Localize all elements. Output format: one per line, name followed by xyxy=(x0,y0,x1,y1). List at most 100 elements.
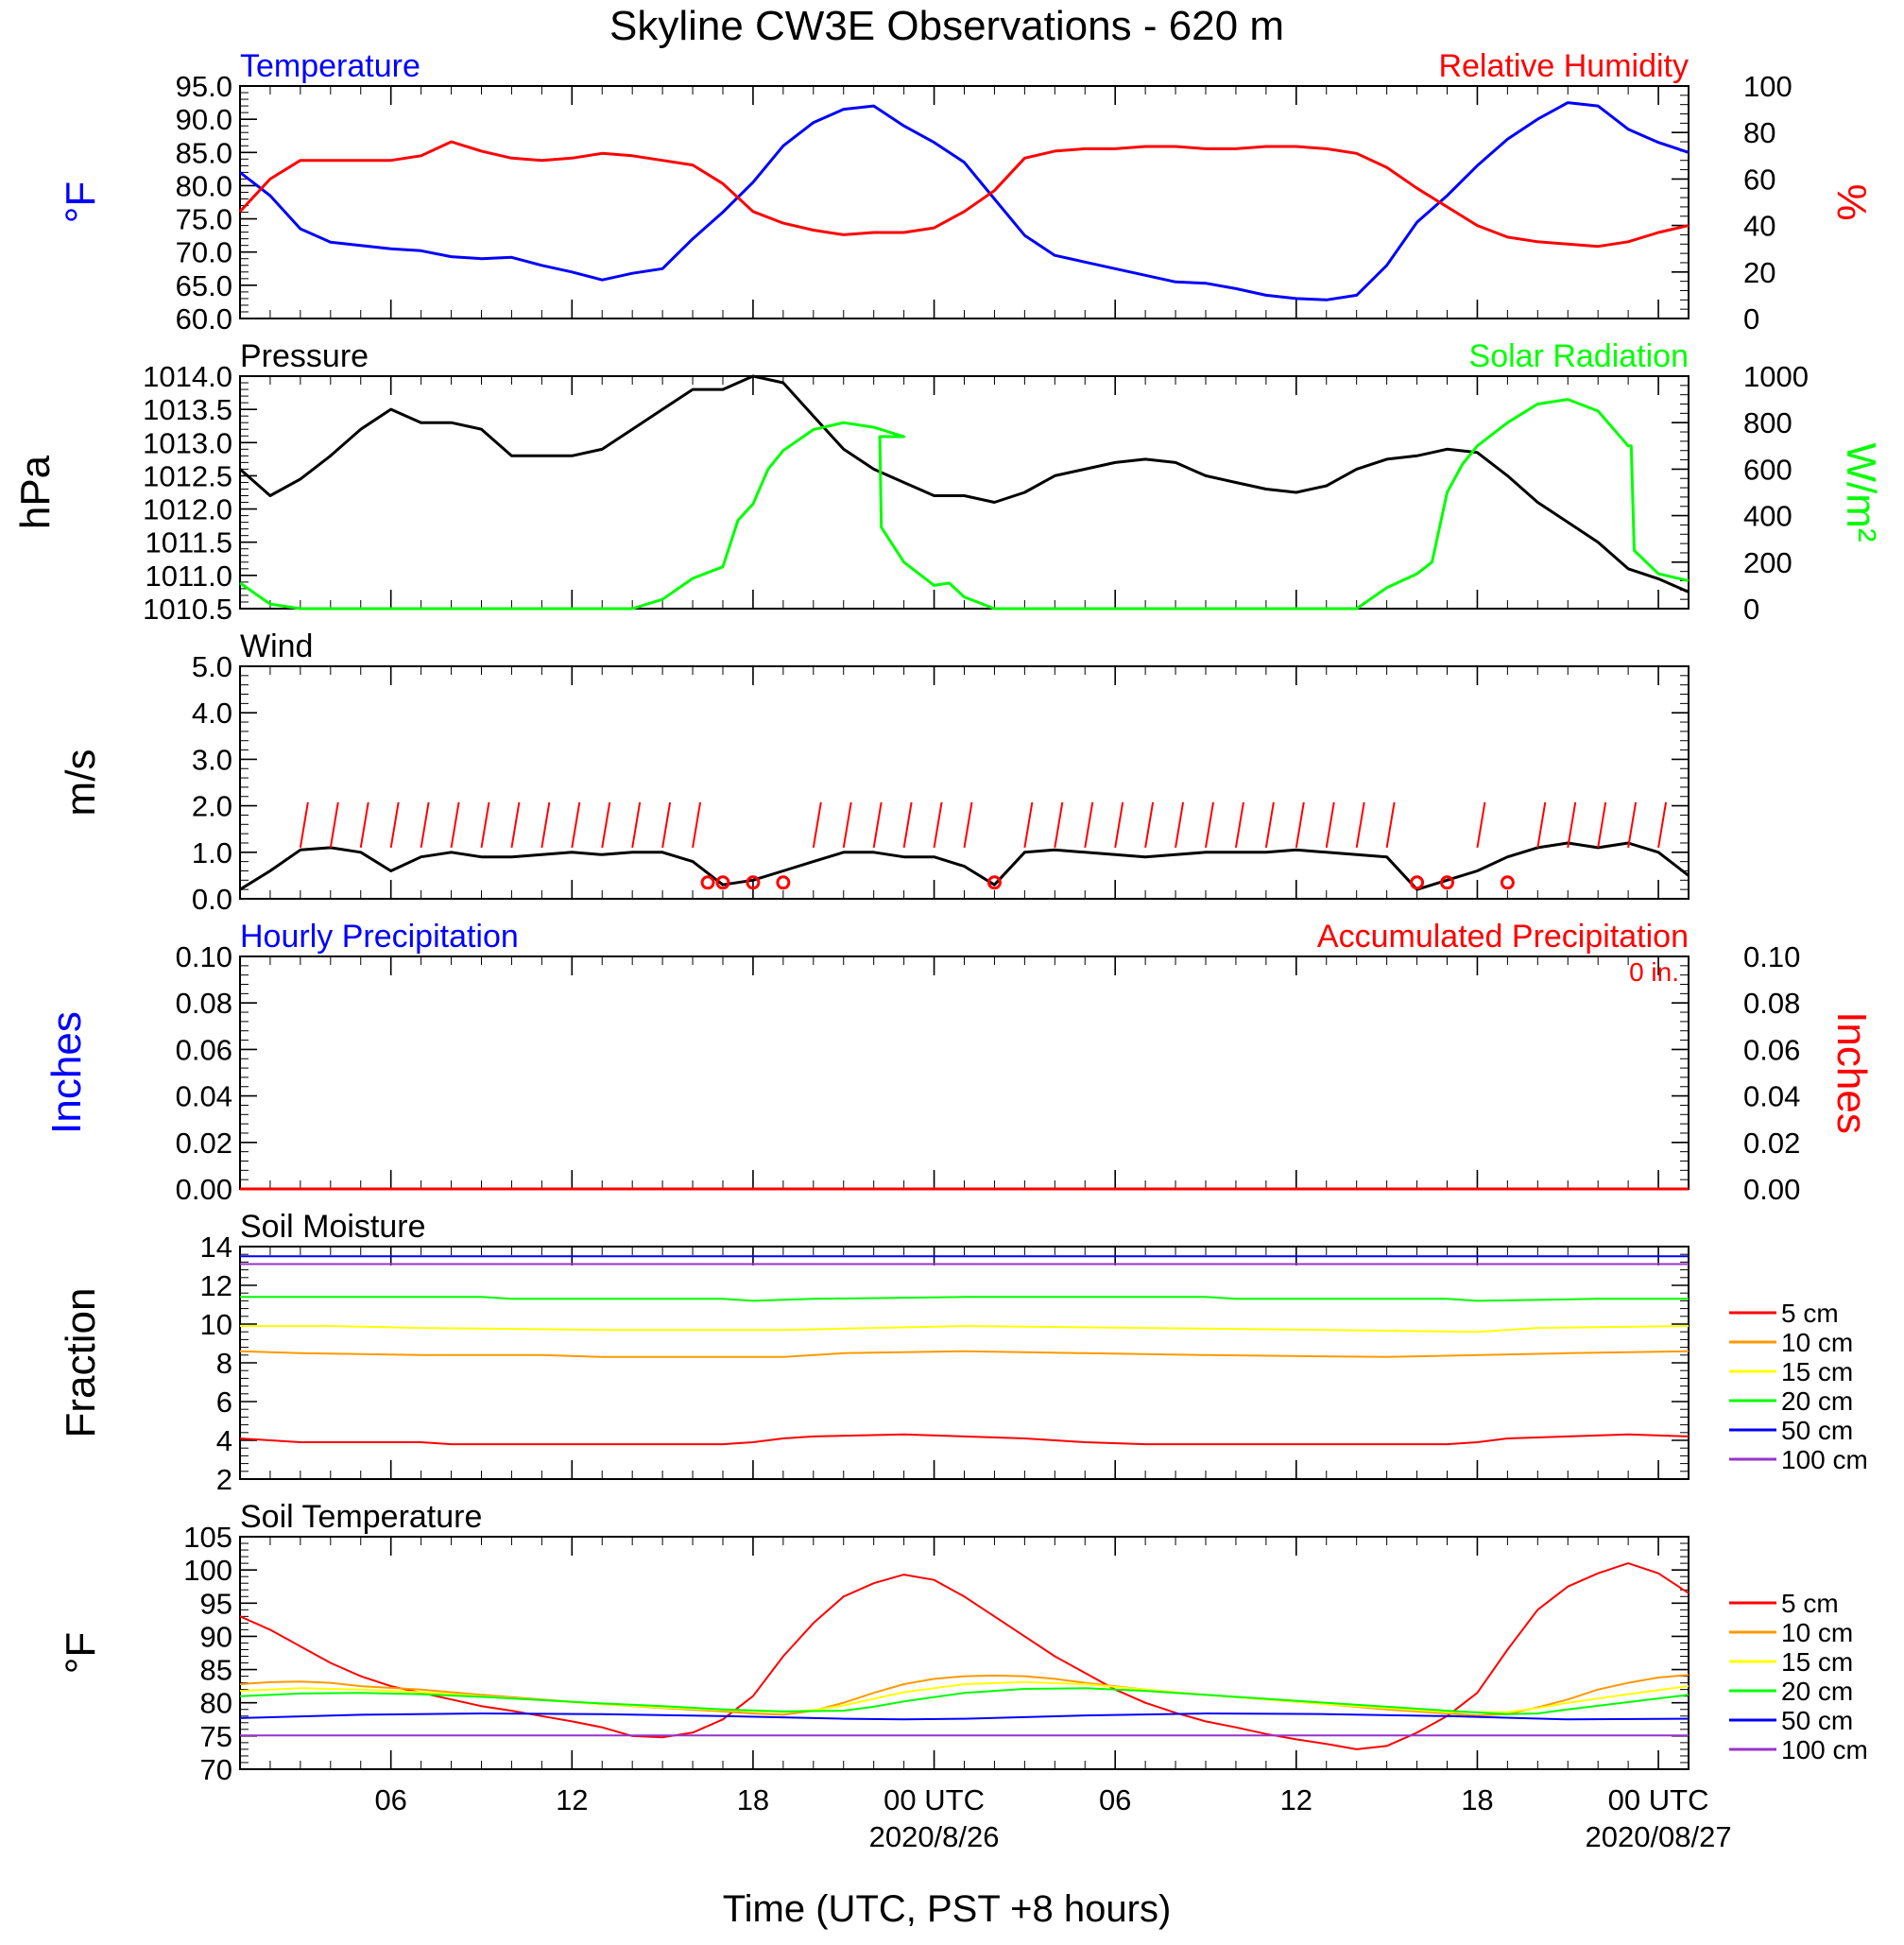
wind-barb xyxy=(601,801,611,849)
x-axis-labels: 06 12 18 00 UTC 2020/8/26 06 12 18 00 UTC 2020/08… xyxy=(374,1783,1731,1853)
y-right-tick-label: 200 xyxy=(1743,546,1793,579)
y-right-tick-label: 60 xyxy=(1743,163,1775,196)
y-left-tick-label: 1012.5 xyxy=(143,459,232,492)
calm-wind-circle xyxy=(1410,875,1425,890)
wind-barb xyxy=(1054,801,1064,849)
figure-title: Skyline CW3E Observations - 620 m xyxy=(609,3,1284,49)
series-line-pressure xyxy=(239,374,1690,594)
wind-barb xyxy=(1264,801,1275,849)
wind-barb xyxy=(510,801,521,849)
y-left-tick-label: 85 xyxy=(200,1654,232,1687)
panel-title-left: Hourly Precipitation xyxy=(240,919,519,955)
legend-label: 5 cm xyxy=(1781,1299,1839,1328)
calm-wind-circle xyxy=(1500,875,1515,890)
wind-barb xyxy=(1597,801,1607,849)
legend-label: 20 cm xyxy=(1781,1677,1853,1706)
series-line-10-cm xyxy=(239,1350,1690,1358)
x-date-label: 2020/08/27 xyxy=(1585,1820,1731,1853)
wind-barb xyxy=(329,801,339,849)
y-left-tick-label: 95 xyxy=(200,1587,232,1620)
y-left-tick-label: 8 xyxy=(216,1347,232,1380)
y-right-tick-label: 400 xyxy=(1743,500,1793,533)
panel-title-left: Temperature xyxy=(240,48,420,84)
plot-frame xyxy=(239,375,1690,610)
wind-barb xyxy=(1084,801,1094,849)
wind-barb xyxy=(450,801,460,849)
y-right-tick-label: 600 xyxy=(1743,453,1793,486)
legend-label: 100 cm xyxy=(1781,1735,1868,1764)
wind-barb xyxy=(420,801,430,849)
chart-panel-1: 95.090.085.080.075.070.065.060.0 100 80 60 4… xyxy=(58,48,1875,336)
chart-panel-4: 0.10 0.08 0.06 0.04 0.02 0.00 0.10 0.08 0.06 0.04… xyxy=(43,919,1875,1206)
y-right-tick-label: 20 xyxy=(1743,256,1775,289)
y-right-tick-label: 0.02 xyxy=(1743,1127,1800,1160)
y-axis-title-right: W/m² xyxy=(1838,442,1884,542)
wind-barb xyxy=(540,801,551,849)
x-tick-label: 06 xyxy=(374,1783,406,1816)
y-left-tick-label: 0.04 xyxy=(176,1080,232,1113)
y-axis-title-left: °F xyxy=(58,1632,104,1674)
legend-label: 15 cm xyxy=(1781,1647,1853,1677)
wind-barb xyxy=(1114,801,1124,849)
y-right-tick-label: 0.10 xyxy=(1743,940,1800,973)
wind-barb xyxy=(1385,801,1396,849)
chart-panel-2: 1014.01013.51013.01012.51012.01011.51011… xyxy=(12,338,1884,626)
wind-barb xyxy=(359,801,369,849)
wind-barb xyxy=(902,801,913,849)
y-left-tick-label: 70 xyxy=(200,1753,232,1786)
y-right-tick-label: 0 xyxy=(1743,593,1759,626)
plot-frame xyxy=(239,665,1690,900)
y-left-tick-label: 4 xyxy=(216,1424,232,1457)
y-left-tick-label: 80 xyxy=(200,1687,232,1720)
x-tick-label: 00 UTC xyxy=(883,1783,985,1816)
legend-label: 20 cm xyxy=(1781,1386,1853,1416)
series-line-20-cm xyxy=(240,1296,1689,1302)
y-left-tick-label: 2.0 xyxy=(192,790,232,823)
y-left-tick-label: 0.02 xyxy=(176,1127,232,1160)
chart-panel-3: 5.0 4.0 3.0 2.0 1.0 0.0 Wind m/s xyxy=(58,628,1690,916)
y-left-tick-label: 80.0 xyxy=(176,169,232,202)
wind-barb xyxy=(1536,801,1547,849)
panel-title-left: Wind xyxy=(240,628,313,664)
wind-barb xyxy=(661,801,672,849)
wind-barb xyxy=(1023,801,1034,849)
panel-title-left: Soil Moisture xyxy=(240,1209,426,1245)
wind-barb xyxy=(1567,801,1577,849)
y-left-tick-label: 0.0 xyxy=(192,883,232,916)
y-left-tick-label: 10 xyxy=(200,1308,232,1341)
y-left-tick-label: 90 xyxy=(200,1620,232,1653)
y-axis-title-right: Inches xyxy=(1828,1011,1875,1134)
y-left-tick-label: 90.0 xyxy=(176,103,232,136)
y-left-tick-label: 0.10 xyxy=(176,940,232,973)
y-left-tick-label: 0.06 xyxy=(176,1033,232,1066)
y-left-tick-label: 2 xyxy=(216,1463,232,1496)
x-tick-label: 12 xyxy=(1280,1783,1312,1816)
y-left-tick-label: 0.08 xyxy=(176,987,232,1020)
wind-barb xyxy=(1476,801,1486,849)
wind-barb xyxy=(1627,801,1638,849)
y-right-tick-label: 800 xyxy=(1743,406,1793,439)
y-left-tick-label: 60.0 xyxy=(176,302,232,336)
legend-label: 10 cm xyxy=(1781,1618,1853,1647)
y-right-tick-label: 1000 xyxy=(1743,360,1809,393)
y-axis-title-left: °F xyxy=(58,181,104,223)
calm-wind-circle xyxy=(776,875,791,890)
x-tick-label: 00 UTC xyxy=(1608,1783,1709,1816)
series-line-50-cm xyxy=(239,1713,1690,1721)
panels: 95.090.085.080.075.070.065.060.010080604… xyxy=(12,48,1884,1786)
y-axis-title-left: hPa xyxy=(12,455,59,529)
y-left-tick-label: 100 xyxy=(183,1554,232,1587)
y-left-tick-label: 1012.0 xyxy=(143,493,232,526)
y-left-tick-label: 1014.0 xyxy=(143,360,232,393)
wind-barb xyxy=(812,801,822,849)
calm-wind-circle xyxy=(986,875,1002,890)
series-line-wind xyxy=(239,841,1690,891)
x-axis-title: Time (UTC, PST +8 hours) xyxy=(723,1888,1172,1930)
series-line-relative-humidity xyxy=(238,140,1690,249)
panel-title-left: Pressure xyxy=(240,338,369,374)
series-line-20-cm xyxy=(239,1687,1690,1715)
legend-label: 5 cm xyxy=(1781,1589,1839,1618)
